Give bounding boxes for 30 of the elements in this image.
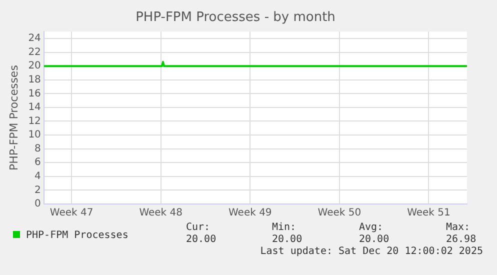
y-axis-title: PHP-FPM Processes [7, 64, 20, 171]
x-tick-label: Week 48 [139, 208, 183, 219]
x-tick-label: Week 47 [50, 208, 94, 219]
y-tick-label: 22 [28, 46, 41, 58]
text: Cur: [186, 222, 210, 233]
y-tick-label: 12 [28, 116, 41, 127]
text: 20.00 [186, 234, 216, 245]
y-tick-label: 8 [34, 143, 41, 154]
text: Last update: Sat Dec 20 12:00:02 2025 [260, 246, 483, 257]
y-tick-label: 10 [28, 130, 41, 141]
y-tick-label: 2 [34, 184, 41, 196]
y-tick-label: 24 [28, 33, 41, 44]
x-tick-label: Week 49 [228, 208, 272, 219]
y-tick-label: 0 [34, 198, 41, 210]
y-tick-label: 16 [28, 88, 41, 100]
x-tick-label: Week 51 [407, 208, 450, 219]
text: Avg: [359, 222, 384, 233]
x-tick-label: Week 50 [318, 208, 362, 219]
text: 26.98 [446, 234, 476, 245]
y-tick-label: 20 [28, 60, 41, 72]
text: Max: [446, 222, 470, 233]
y-tick-label: 4 [34, 171, 41, 182]
text: 20.00 [272, 234, 302, 245]
chart-title: PHP-FPM Processes - by month [136, 10, 336, 26]
text: 20.00 [359, 234, 390, 245]
y-tick-label: 6 [34, 157, 41, 168]
legend-label: PHP-FPM Processes [25, 230, 128, 241]
y-tick-label: 14 [28, 102, 41, 114]
text: Min: [272, 222, 296, 233]
y-tick-label: 18 [28, 74, 41, 86]
